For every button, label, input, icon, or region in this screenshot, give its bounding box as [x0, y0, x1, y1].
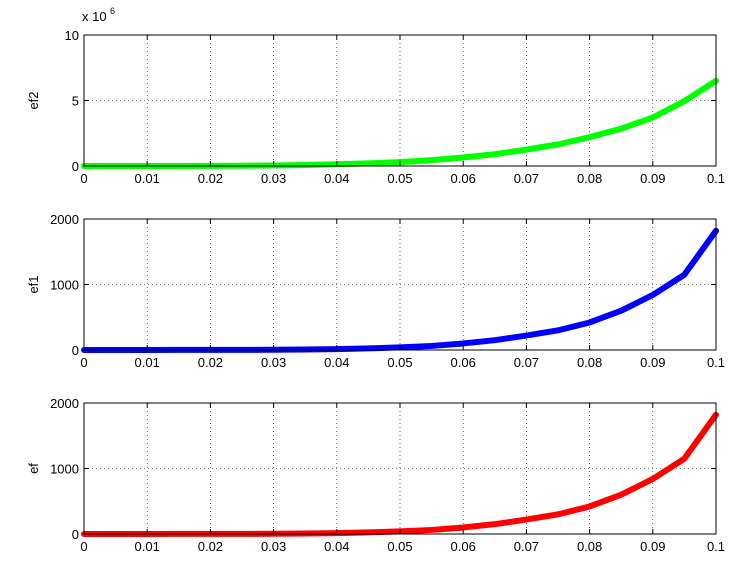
x-tick-label: 0.04 [324, 171, 349, 186]
x-tick-label: 0.03 [261, 539, 286, 554]
y-axis-label: ef1 [26, 275, 41, 293]
subplot-ef: 0 0.01 0.02 0.03 0.04 0.05 0.06 0.07 0.08 0.09 0.1… [26, 396, 725, 554]
y-tick-label: 0 [72, 527, 79, 542]
x-tick-label: 0.1 [707, 171, 725, 186]
x-tick-label: 0.1 [707, 539, 725, 554]
x-tick-label: 0.09 [640, 171, 665, 186]
x-tick-label: 0.09 [640, 355, 665, 370]
subplot-ef1: 0 0.01 0.02 0.03 0.04 0.05 0.06 0.07 0.08 0.09 0.1… [26, 212, 725, 370]
x-tick-label: 0.01 [135, 355, 160, 370]
y-tick-label: 1000 [50, 462, 79, 477]
y-tick-label: 2000 [50, 396, 79, 411]
y-tick-label: 2000 [50, 212, 79, 227]
x-tick-label: 0.08 [577, 171, 602, 186]
x-tick-label: 0.02 [198, 171, 223, 186]
x-tick-label: 0 [80, 539, 87, 554]
x-tick-label: 0.05 [387, 171, 412, 186]
x-tick-label: 0.07 [514, 355, 539, 370]
x-tick-label: 0.06 [451, 171, 476, 186]
x-tick-label: 0.03 [261, 171, 286, 186]
y-tick-label: 5 [72, 94, 79, 109]
x-tick-label: 0.07 [514, 171, 539, 186]
y-axis-label: ef2 [26, 91, 41, 109]
x-tick-label: 0.06 [451, 539, 476, 554]
x-tick-label: 0.01 [135, 171, 160, 186]
x-tick-label: 0.08 [577, 539, 602, 554]
x-tick-label: 0.08 [577, 355, 602, 370]
x-tick-label: 0.04 [324, 539, 349, 554]
x-tick-label: 0 [80, 171, 87, 186]
y-tick-label: 0 [72, 159, 79, 174]
x-tick-label: 0 [80, 355, 87, 370]
x-tick-label: 0.04 [324, 355, 349, 370]
y-axis-label: ef [26, 463, 41, 474]
x-tick-label: 0.01 [135, 539, 160, 554]
x-tick-label: 0.03 [261, 355, 286, 370]
subplot-ef2: 0 0.01 0.02 0.03 0.04 0.05 0.06 0.07 0.08 0.09 0.1… [26, 6, 725, 186]
y-tick-label: 0 [72, 343, 79, 358]
x-tick-label: 0.02 [198, 539, 223, 554]
y-axis-multiplier: x 10 [82, 9, 107, 24]
x-tick-label: 0.06 [451, 355, 476, 370]
x-tick-label: 0.09 [640, 539, 665, 554]
y-tick-label: 10 [65, 28, 79, 43]
y-tick-label: 1000 [50, 278, 79, 293]
x-tick-label: 0.05 [387, 355, 412, 370]
x-tick-label: 0.07 [514, 539, 539, 554]
y-axis-multiplier-exponent: 6 [110, 6, 115, 16]
x-tick-label: 0.05 [387, 539, 412, 554]
x-tick-label: 0.1 [707, 355, 725, 370]
x-tick-label: 0.02 [198, 355, 223, 370]
